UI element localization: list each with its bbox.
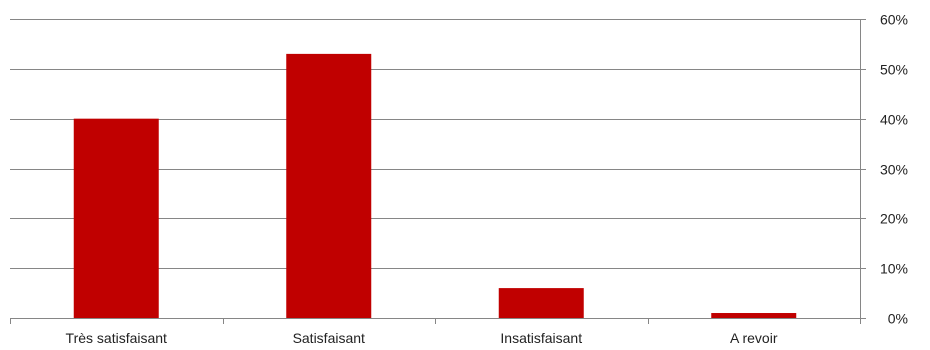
y-tick-labels: 0% 10% 20% 30% 40% 50% 60% xyxy=(880,12,908,327)
y-tick-label-60: 60% xyxy=(880,12,908,28)
x-tick-label-2: Insatisfaisant xyxy=(500,330,582,346)
y-tick-label-10: 10% xyxy=(880,261,908,277)
y-tick-label-50: 50% xyxy=(880,62,908,78)
x-tick-label-0: Très satisfaisant xyxy=(66,330,168,346)
y-tick-label-40: 40% xyxy=(880,112,908,128)
bar-2 xyxy=(498,288,584,318)
x-tick-labels: Très satisfaisant Satisfaisant Insatisfais… xyxy=(66,330,778,346)
y-tick-label-20: 20% xyxy=(880,211,908,227)
bars xyxy=(73,53,797,319)
axes xyxy=(10,19,866,324)
y-tick-label-30: 30% xyxy=(880,162,908,178)
x-tick-label-1: Satisfaisant xyxy=(293,330,365,346)
bar-1 xyxy=(286,53,372,319)
x-tick-label-3: A revoir xyxy=(730,330,778,346)
y-tick-label-0: 0% xyxy=(888,311,908,327)
bar-0 xyxy=(73,118,159,319)
bar-3 xyxy=(711,313,797,318)
